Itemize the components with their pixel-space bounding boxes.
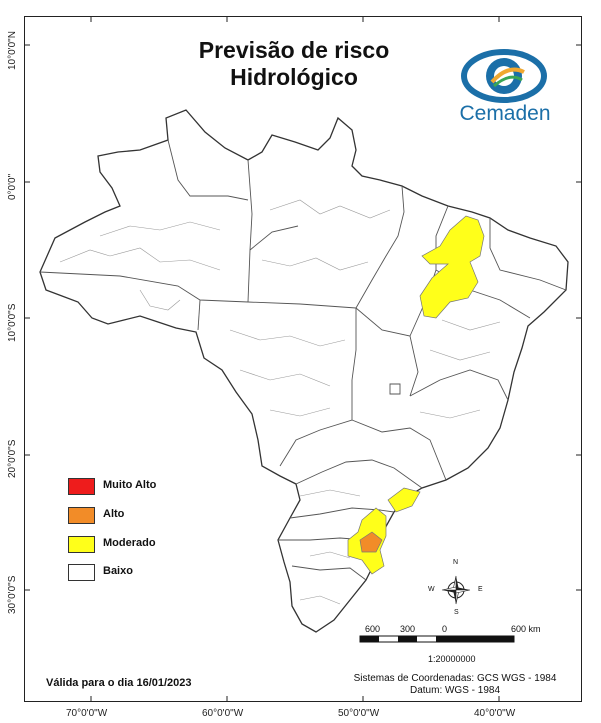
legend-swatch-muito-alto — [68, 478, 95, 495]
legend-swatch-baixo — [68, 564, 95, 581]
compass-s: S — [454, 609, 459, 616]
compass-e: E — [478, 586, 483, 593]
high-risk-region — [359, 531, 383, 553]
title-line-1: Previsão de risco — [198, 37, 390, 63]
moderate-risk-regions — [347, 215, 485, 575]
coordinate-info: Sistemas de Coordenadas: GCS WGS - 1984 … — [320, 673, 590, 697]
map-title: Previsão de risco Hidrológico — [160, 37, 428, 91]
legend-item-baixo: Baixo — [68, 564, 208, 582]
state-boundaries — [39, 139, 567, 581]
compass-n: N — [453, 559, 459, 566]
validity-date: Válida para o dia 16/01/2023 — [46, 677, 192, 689]
subdivisions — [59, 199, 501, 605]
lat-label-30s: 30°0'0"S — [7, 575, 18, 614]
coordinate-system: Sistemas de Coordenadas: GCS WGS - 1984 — [353, 673, 557, 684]
legend-swatch-alto — [68, 507, 95, 524]
legend-label-muito-alto: Muito Alto — [103, 479, 157, 491]
legend-label-alto: Alto — [103, 508, 125, 520]
scale-ratio: 1:20000000 — [428, 654, 476, 664]
lat-label-0: 0°0'0" — [7, 173, 18, 200]
legend-item-alto: Alto — [68, 507, 208, 525]
datum: Datum: WGS - 1984 — [409, 685, 501, 696]
compass-w: W — [428, 586, 435, 593]
scale-tick-600-left: 600 — [365, 624, 381, 634]
graticule-ticks — [24, 16, 582, 702]
legend-item-muito-alto: Muito Alto — [68, 478, 208, 496]
lon-label-60w: 60°0'0"W — [202, 708, 244, 719]
lat-label-10n: 10°0'0"N — [7, 31, 18, 70]
lon-label-70w: 70°0'0"W — [66, 708, 108, 719]
scale-tick-600-right: 600 km — [511, 624, 541, 634]
lon-label-50w: 50°0'0"W — [338, 708, 380, 719]
compass-rose — [441, 575, 471, 605]
scale-tick-0: 0 — [442, 624, 448, 634]
legend-item-moderado: Moderado — [68, 536, 208, 554]
title-line-2: Hidrológico — [230, 64, 358, 90]
lon-label-40w: 40°0'0"W — [474, 708, 516, 719]
scale-bar — [359, 635, 515, 643]
scale-tick-300: 300 — [400, 624, 416, 634]
logo-text: Cemaden — [459, 102, 551, 125]
legend-label-moderado: Moderado — [103, 537, 156, 549]
legend-swatch-moderado — [68, 536, 95, 553]
legend-label-baixo: Baixo — [103, 565, 133, 577]
cemaden-logo: Cemaden — [450, 44, 560, 130]
lat-label-10s: 10°0'0"S — [7, 303, 18, 342]
cemaden-eye-icon — [461, 49, 547, 103]
lat-label-20s: 20°0'0"S — [7, 439, 18, 478]
